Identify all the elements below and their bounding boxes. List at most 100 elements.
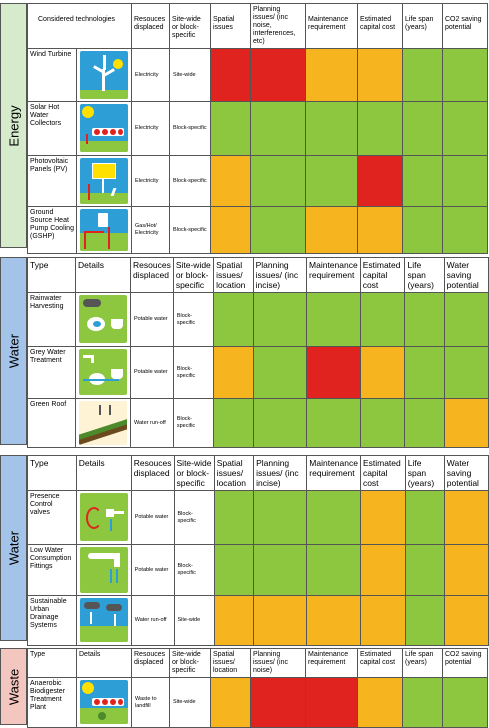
- header-maintenance: Maintenance requirement: [306, 455, 361, 491]
- header-lifespan: Life span (years): [404, 257, 445, 293]
- rating-capital-cost: [359, 398, 406, 448]
- rating-planning: [250, 155, 306, 207]
- rating-spatial: [213, 595, 255, 646]
- rating-planning: [250, 48, 306, 102]
- scope-value: Block-specific: [173, 490, 215, 545]
- rating-lifespan: [402, 677, 443, 728]
- water-section-1: Water Type Details Resouces displaced Si…: [0, 257, 489, 448]
- waste-section: Waste Type Details Resouces displaced Si…: [0, 648, 489, 728]
- scope-value: Block-specific: [173, 544, 215, 596]
- header-resources: Resouces displaced: [130, 455, 175, 491]
- table-row: Green Roof Water run-off Block-specific: [26, 398, 489, 448]
- table-row: Rainwater Harvesting Potable water Block…: [26, 292, 489, 347]
- water-table-2: Type Details Resouces displaced Site-wid…: [27, 455, 489, 646]
- rating-saving: [443, 346, 489, 399]
- header-spatial: Spatial issues: [210, 3, 251, 49]
- rating-lifespan: [402, 155, 443, 207]
- table-row: Solar Hot Water Collectors Electricity B…: [27, 101, 488, 156]
- table-row: Wind Turbine Electricity Site-wide: [27, 48, 488, 102]
- energy-section: Energy Considered technologies Resouces …: [0, 3, 489, 254]
- rating-saving: [442, 677, 488, 728]
- resources-displaced: Water run-off: [130, 398, 174, 448]
- header-scope: Site-wide or block-specific: [172, 257, 215, 293]
- rating-spatial: [213, 490, 255, 545]
- rating-maintenance: [306, 346, 361, 399]
- rating-capital-cost: [357, 677, 403, 728]
- rating-planning: [250, 101, 306, 156]
- rating-capital-cost: [359, 292, 406, 347]
- rainwater-harvesting-icon: [79, 295, 128, 343]
- rating-saving: [443, 544, 489, 596]
- scope-value: Block-specific: [172, 292, 215, 347]
- water-table-1: Type Details Resouces displaced Site-wid…: [26, 257, 489, 448]
- presence-control-valve-icon: [79, 493, 128, 541]
- table-row: Sustainable Urban Drainage Systems Water…: [27, 595, 489, 646]
- scope-value: Site-wide: [169, 677, 211, 728]
- rating-maintenance: [305, 101, 358, 156]
- photovoltaic-panel-icon: [80, 158, 128, 204]
- resources-displaced: Potable water: [130, 292, 174, 347]
- header-maintenance: Maintenance requirement: [305, 3, 358, 49]
- scope-value: Site-wide: [173, 595, 215, 646]
- rating-lifespan: [402, 101, 443, 156]
- rating-maintenance: [306, 490, 361, 545]
- solar-hot-water-icon: [80, 104, 128, 152]
- rating-saving: [443, 292, 489, 347]
- header-maintenance: Maintenance requirement: [306, 257, 361, 293]
- scope-value: Site-wide: [169, 48, 211, 102]
- header-spatial: Spatial issues/ location: [213, 257, 254, 293]
- rating-capital-cost: [359, 346, 406, 399]
- rating-spatial: [210, 101, 251, 156]
- rating-lifespan: [404, 292, 445, 347]
- rating-spatial: [210, 155, 251, 207]
- rating-saving: [443, 398, 489, 448]
- header-details: Details: [76, 648, 132, 678]
- rating-planning: [253, 595, 308, 646]
- rating-lifespan: [404, 595, 445, 646]
- rating-lifespan: [402, 48, 443, 102]
- water-section-2: Water Type Details Resouces displaced Si…: [0, 455, 489, 646]
- rating-maintenance: [305, 206, 358, 254]
- rating-planning: [250, 677, 306, 728]
- scope-value: Block-specific: [169, 101, 211, 156]
- header-scope: Site-wide or block-specific: [173, 455, 215, 491]
- technology-name: Low Water Consumption Fittings: [27, 544, 77, 596]
- header-saving: CO2 saving potential: [442, 3, 488, 49]
- rating-capital-cost: [357, 155, 403, 207]
- resources-displaced: Waste to landfill: [131, 677, 170, 728]
- header-planning: Planning issues/ (inc noise): [250, 648, 306, 678]
- rating-saving: [443, 595, 489, 646]
- energy-table: Considered technologies Resouces displac…: [27, 3, 488, 254]
- table-row: Presence Control valves Potable water Bl…: [27, 490, 489, 545]
- rating-capital-cost: [359, 544, 406, 596]
- waste-side-label: Waste: [0, 648, 27, 725]
- technology-name: Solar Hot Water Collectors: [27, 101, 77, 156]
- header-type: Type: [27, 455, 77, 491]
- rating-lifespan: [404, 398, 445, 448]
- rating-capital-cost: [359, 490, 406, 545]
- technology-name: Wind Turbine: [27, 48, 77, 102]
- rating-spatial: [210, 48, 251, 102]
- header-lifespan: Life span (years): [404, 455, 445, 491]
- header-planning: Planning issues/ (inc noise, interferenc…: [250, 3, 306, 49]
- resources-displaced: Electricity: [131, 101, 170, 156]
- energy-side-label: Energy: [0, 3, 27, 248]
- waste-table: Type Details Resouces displaced Site-wid…: [27, 648, 488, 728]
- scope-value: Block-specific: [169, 206, 211, 254]
- rating-saving: [442, 206, 488, 254]
- header-spatial: Spatial issues/ location: [213, 455, 255, 491]
- rating-spatial: [213, 544, 255, 596]
- wind-turbine-icon: [80, 51, 128, 99]
- technology-name: Photovoltaic Panels (PV): [27, 155, 77, 207]
- header-scope: Site-wide or block-specific: [169, 648, 211, 678]
- technology-name: Green Roof: [26, 398, 77, 448]
- scope-value: Block-specific: [172, 346, 215, 399]
- rating-maintenance: [305, 155, 358, 207]
- header-details: Details: [75, 455, 132, 491]
- rating-capital-cost: [357, 101, 403, 156]
- rating-planning: [252, 398, 308, 448]
- header-spatial: Spatial issues/ location: [210, 648, 251, 678]
- resources-displaced: Potable water: [130, 346, 174, 399]
- grey-water-treatment-icon: [79, 349, 128, 395]
- header-capital-cost: Estimated capital cost: [357, 3, 403, 49]
